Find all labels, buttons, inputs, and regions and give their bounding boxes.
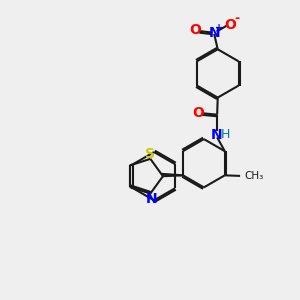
Text: +: + bbox=[215, 22, 223, 32]
Text: N: N bbox=[208, 26, 220, 40]
Text: N: N bbox=[211, 128, 223, 142]
Text: H: H bbox=[221, 128, 230, 141]
Text: S: S bbox=[145, 147, 155, 161]
Text: N: N bbox=[146, 192, 157, 206]
Text: O: O bbox=[189, 23, 201, 38]
Text: CH₃: CH₃ bbox=[245, 171, 264, 181]
Text: O: O bbox=[192, 106, 204, 120]
Text: O: O bbox=[225, 18, 237, 32]
Text: -: - bbox=[234, 12, 239, 25]
